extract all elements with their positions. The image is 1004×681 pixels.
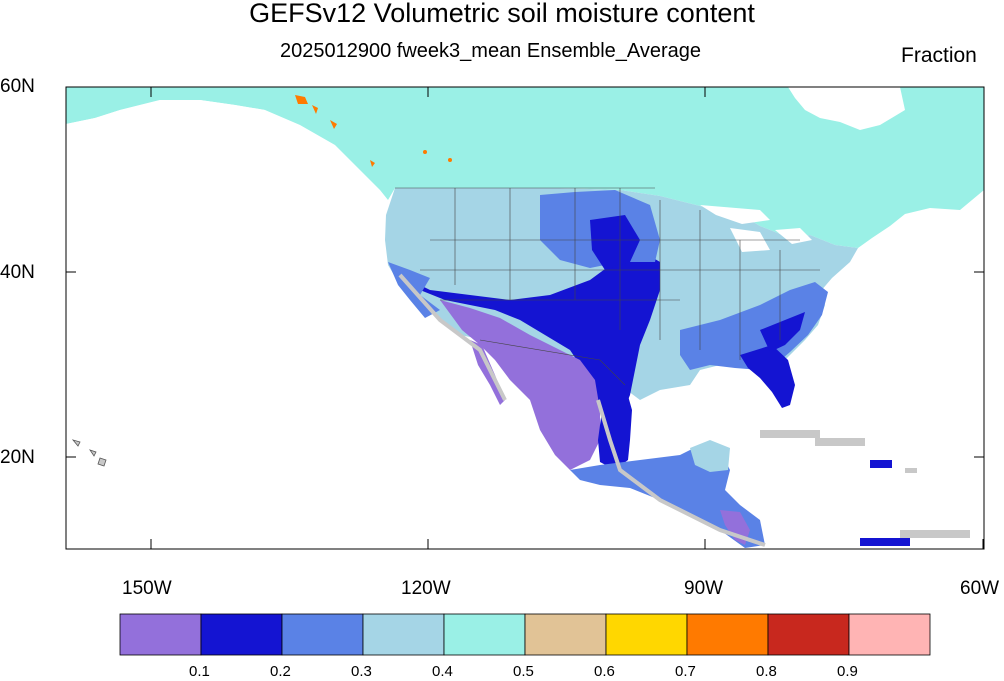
- region-mexico-gulf: [598, 380, 632, 470]
- lon-label-120w: 120W: [401, 578, 451, 599]
- lat-label-20n: 20N: [0, 447, 35, 468]
- colorbar-level-label: 0.4: [432, 663, 453, 680]
- colorbar-level-label: 0.8: [756, 663, 777, 680]
- region-mexico-dry: [440, 300, 600, 470]
- great-lakes: [700, 205, 812, 252]
- region-carolinas: [760, 312, 805, 352]
- cuba-east: [815, 438, 865, 446]
- colombia-coast: [860, 538, 910, 546]
- colorbar-level-label: 0.5: [513, 663, 534, 680]
- colorbar-swatch: [686, 613, 769, 656]
- region-plains-dry: [590, 215, 640, 270]
- colorbar-level-label: 0.6: [594, 663, 615, 680]
- hispaniola: [870, 460, 892, 468]
- colorbar-swatch: [443, 613, 526, 656]
- alaska-wet-spots: [295, 95, 375, 167]
- soil-moisture-field: [66, 87, 984, 548]
- region-yucatan: [690, 440, 730, 472]
- map-subtitle: 2025012900 fweek3_mean Ensemble_Average: [280, 40, 702, 62]
- lat-label-40n: 40N: [0, 262, 35, 283]
- colorbar-swatch: [119, 613, 202, 656]
- cuba: [760, 430, 820, 438]
- colorbar-swatch: [524, 613, 607, 656]
- colorbar-level-label: 0.3: [351, 663, 372, 680]
- bc-wet-spot: [423, 150, 427, 154]
- colorbar-swatch: [362, 613, 445, 656]
- bc-wet-spot-2: [448, 158, 452, 162]
- colorbar: [119, 613, 931, 656]
- hudson-bay: [788, 87, 905, 130]
- region-southeast: [680, 282, 828, 370]
- coastal-missing-mask: [398, 273, 766, 547]
- lon-label-60w: 60W: [960, 578, 1000, 599]
- lon-label-150w: 150W: [122, 578, 172, 599]
- map-title: GEFSv12 Volumetric soil moisture content: [249, 0, 755, 28]
- hawaii: [71, 439, 107, 467]
- bering-sea: [66, 100, 270, 140]
- puerto-rico: [905, 468, 917, 473]
- venezuela-coast: [900, 530, 970, 538]
- colorbar-level-label: 0.1: [189, 663, 210, 680]
- colorbar-swatch: [767, 613, 850, 656]
- colorbar-level-label: 0.2: [270, 663, 291, 680]
- lat-label-60n: 60N: [0, 76, 35, 97]
- colorbar-swatch: [848, 613, 931, 656]
- axis-ticks: [66, 86, 984, 549]
- colorbar-swatch: [281, 613, 364, 656]
- region-florida: [740, 345, 795, 408]
- map-frame: [65, 86, 985, 550]
- political-borders: [395, 187, 820, 386]
- units-label: Fraction: [901, 44, 977, 67]
- region-baja: [470, 340, 505, 405]
- colorbar-level-label: 0.9: [837, 663, 858, 680]
- region-canada-north: [66, 87, 984, 248]
- lon-label-90w: 90W: [684, 578, 724, 599]
- colorbar-swatch: [605, 613, 688, 656]
- colorbar-level-label: 0.7: [675, 663, 696, 680]
- colorbar-swatch: [200, 613, 283, 656]
